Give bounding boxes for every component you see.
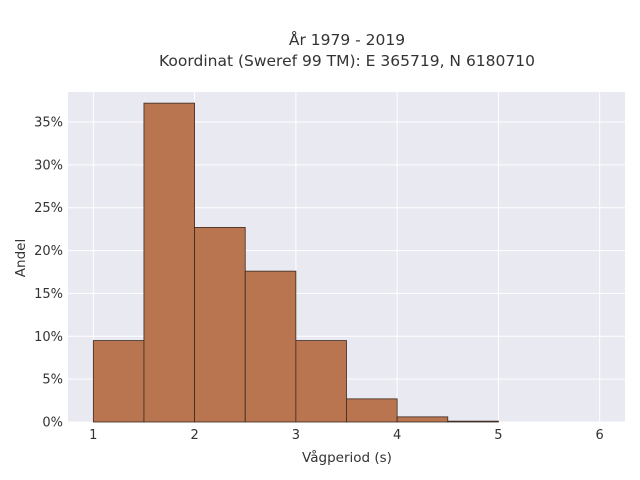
histogram-bar — [396, 416, 449, 423]
chart-title: År 1979 - 2019 — [289, 30, 405, 49]
x-tick-label: 4 — [393, 428, 401, 443]
histogram-bar — [346, 398, 398, 423]
x-axis-ticks: 1 2 3 4 5 6 — [89, 428, 604, 443]
histogram-bar — [143, 102, 195, 423]
y-tick-label: 35% — [34, 116, 63, 131]
histogram-bar — [92, 340, 145, 423]
x-tick-label: 2 — [190, 428, 198, 443]
y-tick-label: 25% — [34, 201, 63, 216]
y-tick-label: 20% — [34, 244, 63, 259]
y-tick-label: 10% — [34, 330, 63, 345]
x-axis-label: Vågperiod (s) — [302, 449, 392, 466]
y-tick-label: 0% — [42, 416, 63, 431]
x-tick-label: 1 — [89, 428, 97, 443]
histogram-bar — [295, 340, 347, 423]
histogram-bar — [194, 227, 246, 423]
chart-subtitle: Koordinat (Sweref 99 TM): E 365719, N 61… — [159, 52, 535, 70]
x-tick-label: 6 — [596, 428, 604, 443]
x-tick-label: 5 — [494, 428, 502, 443]
y-axis-ticks: 0% 5% 10% 15% 20% 25% 30% 35% — [34, 116, 63, 431]
histogram-bar — [447, 420, 499, 423]
y-tick-label: 5% — [42, 373, 63, 388]
y-tick-label: 15% — [34, 287, 63, 302]
y-axis-label: Andel — [13, 239, 29, 277]
y-tick-label: 30% — [34, 158, 63, 173]
x-tick-label: 3 — [292, 428, 300, 443]
histogram-bar — [244, 270, 297, 423]
bars — [92, 102, 499, 423]
